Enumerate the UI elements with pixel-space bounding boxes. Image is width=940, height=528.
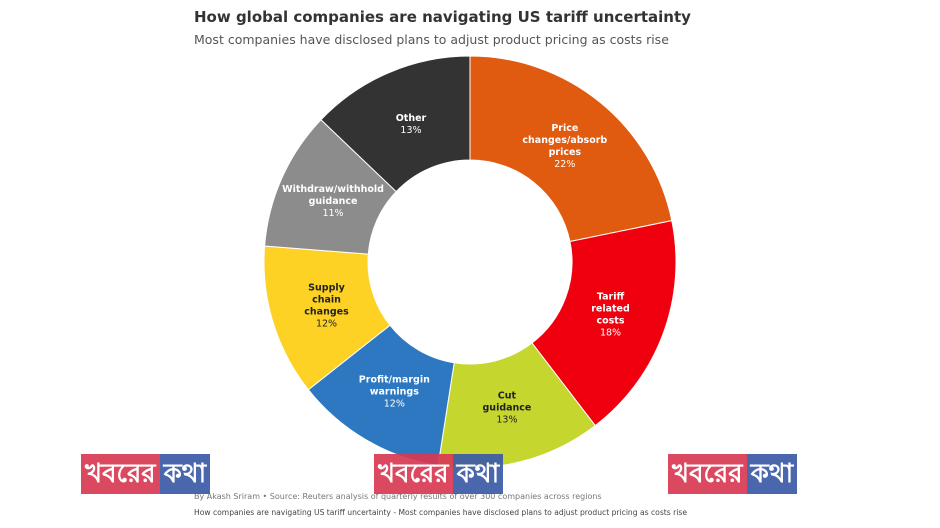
chart-subtitle: Most companies have disclosed plans to a…: [194, 32, 669, 47]
watermark-part1: খবরের: [81, 454, 160, 494]
slice-label-text: guidance: [483, 402, 532, 413]
watermark-part2: কথা: [746, 454, 798, 494]
slice-label-text: Other: [396, 113, 427, 124]
byline: By Akash Sriram • Source: Reuters analys…: [194, 492, 602, 501]
slice-value-label: 13%: [400, 125, 421, 136]
watermark-part2: কথা: [159, 454, 211, 494]
slice-label-text: Supply: [308, 283, 345, 294]
slice-label-text: changes: [304, 307, 349, 318]
slice-label-text: changes/absorb: [522, 135, 607, 146]
slice-value-label: 18%: [600, 328, 621, 339]
slice-value-label: 12%: [316, 319, 337, 330]
slice-label-text: guidance: [309, 196, 358, 207]
slice-label-text: warnings: [370, 387, 419, 398]
slice-value-label: 11%: [322, 208, 343, 219]
watermark-right: খবরের কথা: [668, 454, 798, 494]
watermark-center: খবরের কথা: [374, 454, 504, 494]
slice-label-text: Withdraw/withhold: [282, 184, 384, 195]
slice-label-text: Tariff: [597, 292, 625, 303]
watermark-part1: খবরের: [374, 454, 453, 494]
slice-other: [320, 55, 471, 193]
slice-value-label: 13%: [496, 414, 517, 425]
slice-tariff-related-costs: [531, 220, 677, 427]
slice-label-text: costs: [596, 316, 624, 327]
watermark-part2: কথা: [452, 454, 504, 494]
watermark-left: খবরের কথা: [81, 454, 211, 494]
watermark-part1: খবরের: [668, 454, 747, 494]
chart-title: How global companies are navigating US t…: [194, 8, 691, 26]
slice-value-label: 22%: [554, 159, 575, 170]
slice-label-text: related: [591, 304, 630, 315]
slice-label-text: Price: [551, 123, 578, 134]
slice-value-label: 12%: [384, 399, 405, 410]
slice-label-text: Profit/margin: [359, 375, 430, 386]
slice-price-changes-absorb-prices: [469, 55, 673, 243]
slice-label-text: chain: [312, 295, 341, 306]
slice-label-text: Cut: [498, 390, 517, 401]
slice-label-text: prices: [549, 147, 582, 158]
caption: How companies are navigating US tariff u…: [194, 508, 687, 517]
